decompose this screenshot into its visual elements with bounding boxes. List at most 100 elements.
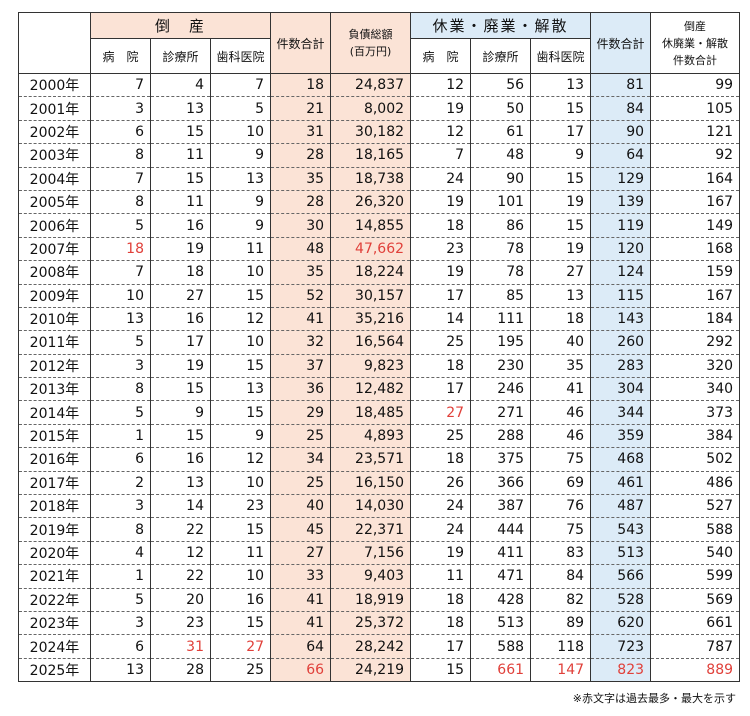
closure-dental-cell: 15 bbox=[530, 213, 592, 238]
bankruptcy-dental-cell: 10 bbox=[209, 330, 272, 355]
closure-clinic-cell: 411 bbox=[470, 540, 532, 566]
bankruptcy-hospital-cell: 3 bbox=[90, 610, 151, 636]
bankruptcy-total-cell: 66 bbox=[270, 657, 332, 683]
debt-total-cell: 28,242 bbox=[330, 634, 412, 659]
closure-hospital-header: 病 院 bbox=[410, 38, 472, 74]
closure-hospital-cell: 15 bbox=[410, 657, 472, 683]
bankruptcy-clinic-cell: 15 bbox=[150, 119, 211, 145]
year-cell: 2010年 bbox=[18, 306, 91, 332]
closure-total-cell: 143 bbox=[590, 306, 652, 332]
closure-dental-cell: 40 bbox=[530, 330, 592, 355]
closure-hospital-cell: 24 bbox=[410, 517, 472, 542]
bankruptcy-clinic-cell: 11 bbox=[150, 143, 211, 168]
closure-hospital-cell: 18 bbox=[410, 587, 472, 612]
bankruptcy-clinic-cell: 14 bbox=[150, 494, 211, 519]
closure-clinic-cell: 48 bbox=[470, 143, 532, 168]
table-row: 2022年 5 20 16 41 18,919 18 428 82 528 569 bbox=[18, 587, 741, 612]
medical-bankruptcy-table: 倒 産 件数合計 負債総額 (百万円) 休業・廃業・解散 件数合計 倒産 休廃業・解… bbox=[18, 12, 741, 683]
closure-count-total-header: 件数合計 bbox=[590, 12, 652, 74]
grand-total-cell: 149 bbox=[650, 213, 741, 238]
year-cell: 2012年 bbox=[18, 353, 91, 379]
closure-hospital-cell: 17 bbox=[410, 634, 472, 659]
bankruptcy-dental-cell: 5 bbox=[209, 96, 272, 121]
year-cell: 2007年 bbox=[18, 236, 91, 262]
bankruptcy-clinic-cell: 23 bbox=[150, 610, 211, 636]
grand-total-cell: 184 bbox=[650, 306, 741, 332]
bankruptcy-hospital-cell: 10 bbox=[90, 283, 151, 308]
table-body: 2000年 7 4 7 18 24,837 12 56 13 81 99 2001年 3 13 5 21 8,0… bbox=[18, 72, 741, 683]
bankruptcy-hospital-cell: 4 bbox=[90, 540, 151, 566]
bankruptcy-hospital-cell: 1 bbox=[90, 564, 151, 589]
bankruptcy-dental-cell: 9 bbox=[209, 213, 272, 238]
closure-total-cell: 566 bbox=[590, 564, 652, 589]
closure-hospital-cell: 24 bbox=[410, 494, 472, 519]
year-cell: 2006年 bbox=[18, 213, 91, 238]
grand-total-cell: 787 bbox=[650, 634, 741, 659]
grand-total-cell: 889 bbox=[650, 657, 741, 683]
year-cell: 2001年 bbox=[18, 96, 91, 121]
year-cell: 2000年 bbox=[18, 72, 91, 98]
table-row: 2017年 2 13 10 25 16,150 26 366 69 461 486 bbox=[18, 470, 741, 496]
debt-total-header: 負債総額 (百万円) bbox=[330, 12, 412, 74]
bankruptcy-clinic-cell: 9 bbox=[150, 400, 211, 425]
bankruptcy-total-cell: 34 bbox=[270, 447, 332, 472]
bankruptcy-hospital-cell: 8 bbox=[90, 189, 151, 215]
bankruptcy-dental-header: 歯科医院 bbox=[209, 38, 272, 74]
closure-total-cell: 461 bbox=[590, 470, 652, 496]
bankruptcy-hospital-cell: 3 bbox=[90, 96, 151, 121]
bankruptcy-total-cell: 52 bbox=[270, 283, 332, 308]
closure-hospital-cell: 18 bbox=[410, 213, 472, 238]
closure-dental-cell: 13 bbox=[530, 283, 592, 308]
closure-dental-cell: 46 bbox=[530, 400, 592, 425]
grand-total-cell: 540 bbox=[650, 540, 741, 566]
table-row: 2024年 6 31 27 64 28,242 17 588 118 723 787 bbox=[18, 634, 741, 659]
table-row: 2023年 3 23 15 41 25,372 18 513 89 620 661 bbox=[18, 610, 741, 636]
bankruptcy-clinic-cell: 15 bbox=[150, 166, 211, 191]
closure-hospital-cell: 25 bbox=[410, 330, 472, 355]
closure-total-cell: 359 bbox=[590, 423, 652, 449]
bankruptcy-hospital-cell: 3 bbox=[90, 353, 151, 379]
year-cell: 2004年 bbox=[18, 166, 91, 191]
grand-total-cell: 661 bbox=[650, 610, 741, 636]
bankruptcy-dental-cell: 9 bbox=[209, 423, 272, 449]
table-row: 2003年 8 11 9 28 18,165 7 48 9 64 92 bbox=[18, 143, 741, 168]
bankruptcy-dental-cell: 9 bbox=[209, 143, 272, 168]
bankruptcy-hospital-cell: 13 bbox=[90, 657, 151, 683]
bankruptcy-total-cell: 25 bbox=[270, 423, 332, 449]
closure-clinic-cell: 366 bbox=[470, 470, 532, 496]
year-cell: 2002年 bbox=[18, 119, 91, 145]
debt-total-cell: 35,216 bbox=[330, 306, 412, 332]
debt-total-cell: 16,150 bbox=[330, 470, 412, 496]
closure-clinic-cell: 195 bbox=[470, 330, 532, 355]
grand-total-cell: 167 bbox=[650, 283, 741, 308]
table-row: 2016年 6 16 12 34 23,571 18 375 75 468 502 bbox=[18, 447, 741, 472]
closure-dental-header: 歯科医院 bbox=[530, 38, 592, 74]
closure-hospital-cell: 23 bbox=[410, 236, 472, 262]
grand-total-cell: 167 bbox=[650, 189, 741, 215]
bankruptcy-dental-cell: 13 bbox=[209, 377, 272, 402]
bankruptcy-total-cell: 41 bbox=[270, 587, 332, 612]
grand-total-cell: 502 bbox=[650, 447, 741, 472]
year-cell: 2008年 bbox=[18, 260, 91, 285]
closure-total-cell: 260 bbox=[590, 330, 652, 355]
closure-dental-cell: 84 bbox=[530, 564, 592, 589]
bankruptcy-hospital-cell: 13 bbox=[90, 306, 151, 332]
closure-total-cell: 120 bbox=[590, 236, 652, 262]
closure-total-cell: 115 bbox=[590, 283, 652, 308]
table-row: 2005年 8 11 9 28 26,320 19 101 19 139 167 bbox=[18, 189, 741, 215]
bankruptcy-total-cell: 21 bbox=[270, 96, 332, 121]
table-row: 2000年 7 4 7 18 24,837 12 56 13 81 99 bbox=[18, 72, 741, 98]
bankruptcy-clinic-cell: 13 bbox=[150, 470, 211, 496]
bankruptcy-total-cell: 35 bbox=[270, 260, 332, 285]
year-cell: 2020年 bbox=[18, 540, 91, 566]
bankruptcy-dental-cell: 10 bbox=[209, 470, 272, 496]
bankruptcy-total-cell: 45 bbox=[270, 517, 332, 542]
closure-clinic-cell: 56 bbox=[470, 72, 532, 98]
bankruptcy-hospital-header: 病 院 bbox=[90, 38, 151, 74]
closure-total-cell: 129 bbox=[590, 166, 652, 191]
closure-hospital-cell: 19 bbox=[410, 189, 472, 215]
closure-total-cell: 487 bbox=[590, 494, 652, 519]
table-row: 2012年 3 19 15 37 9,823 18 230 35 283 320 bbox=[18, 353, 741, 379]
closure-hospital-cell: 11 bbox=[410, 564, 472, 589]
table-row: 2020年 4 12 11 27 7,156 19 411 83 513 540 bbox=[18, 540, 741, 566]
